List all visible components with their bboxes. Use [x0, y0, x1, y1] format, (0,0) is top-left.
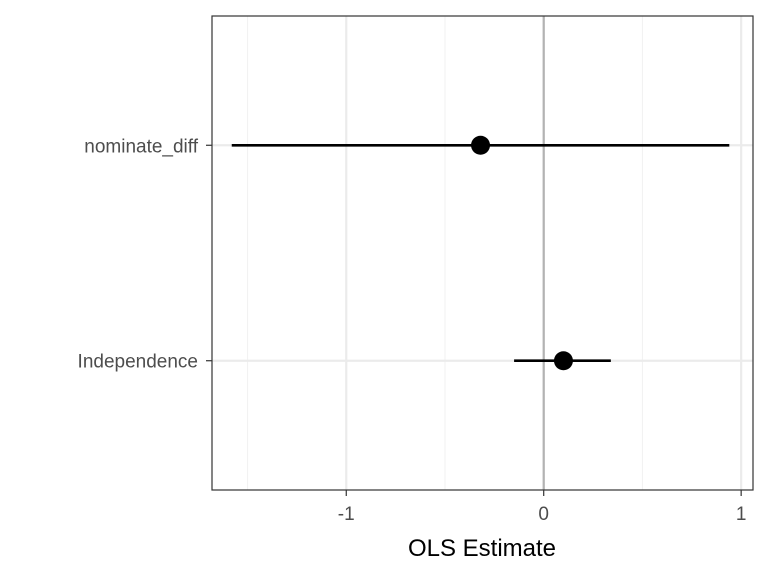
y-tick-label: Independence [78, 352, 198, 373]
x-tick-label: 0 [538, 504, 549, 525]
point-estimates [471, 135, 573, 371]
x-tick-label: 1 [736, 504, 747, 525]
x-tick-label: -1 [338, 504, 355, 525]
x-axis-title: OLS Estimate [408, 535, 556, 562]
x-axis: -1 0 1 [338, 490, 747, 525]
y-axis: nominate_diff Independence [78, 136, 212, 373]
plot-panel-background [212, 16, 753, 490]
y-tick-label: nominate_diff [84, 136, 198, 157]
minor-grid-lines [246, 16, 643, 490]
plot-panel-border [211, 15, 754, 491]
point-estimate [553, 351, 573, 371]
point-estimate [471, 135, 491, 155]
